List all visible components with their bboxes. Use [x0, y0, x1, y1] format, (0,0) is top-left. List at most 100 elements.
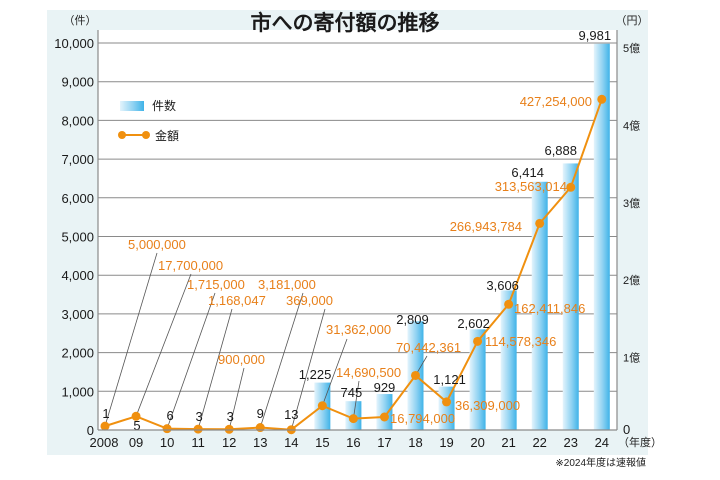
amount-value-label: 900,000 — [218, 352, 265, 367]
amount-value-label: 70,442,361 — [396, 340, 461, 355]
amount-value-label: 3,181,000 — [258, 277, 316, 292]
legend-bar-label: 件数 — [152, 98, 176, 113]
x-tick-label: 10 — [160, 435, 174, 450]
legend-line-dot — [118, 131, 126, 139]
amount-value-label: 14,690,500 — [336, 365, 401, 380]
line-series — [100, 94, 607, 435]
left-tick-label: 10,000 — [54, 36, 94, 51]
leader-line — [228, 367, 245, 430]
bar — [593, 43, 610, 431]
bar-value-label: 3 — [227, 409, 234, 424]
amount-point — [348, 414, 358, 424]
amount-point — [379, 412, 389, 422]
bar-value-label: 929 — [374, 380, 396, 395]
bar — [469, 329, 486, 430]
x-tick-label: 18 — [408, 435, 422, 450]
x-tick-label: 09 — [129, 435, 143, 450]
bar-value-label: 745 — [341, 385, 363, 400]
left-tick-label: 9,000 — [61, 75, 94, 90]
right-tick-label: 2億 — [623, 274, 640, 287]
amount-point — [317, 401, 327, 411]
amount-point — [100, 421, 110, 431]
bar-value-label: 1,225 — [299, 367, 332, 382]
amount-value-label: 31,362,000 — [326, 322, 391, 337]
amount-point — [224, 424, 234, 434]
leader-line — [104, 252, 158, 427]
leader-line — [290, 308, 326, 430]
legend-line-label: 金額 — [155, 128, 179, 143]
amount-value-label: 5,000,000 — [128, 237, 186, 252]
bar-series — [97, 43, 610, 431]
bar-value-label: 6,888 — [544, 143, 577, 158]
leader-line — [321, 338, 348, 406]
leader-line — [353, 380, 360, 419]
left-axis-unit: （件） — [64, 14, 97, 27]
bar-value-label: 1 — [102, 406, 109, 421]
bar-value-label: 2,602 — [457, 316, 490, 331]
bar-value-label: 6,414 — [511, 165, 544, 180]
left-tick-label: 7,000 — [61, 152, 94, 167]
plot-area — [98, 30, 617, 430]
amount-point — [473, 336, 483, 346]
amount-value-label: 1,715,000 — [187, 277, 245, 292]
amount-value-label: 36,309,000 — [455, 398, 520, 413]
x-tick-label: 22 — [532, 435, 546, 450]
right-tick-label: 1億 — [623, 352, 640, 365]
right-tick-label: 5億 — [623, 42, 640, 55]
amount-value-label: 369,000 — [286, 293, 333, 308]
left-tick-label: 3,000 — [61, 307, 94, 322]
bar-value-label: 13 — [284, 407, 298, 422]
bar-value-label: 1,121 — [433, 372, 466, 387]
x-tick-label: 14 — [284, 435, 298, 450]
x-tick-label: 20 — [470, 435, 484, 450]
x-axis-unit: （年度） — [618, 435, 662, 449]
legend-bar-swatch — [120, 101, 144, 111]
left-tick-label: 0 — [87, 423, 94, 438]
amount-point — [442, 397, 452, 407]
bar — [562, 163, 579, 431]
amount-point — [411, 370, 420, 380]
amount-point — [535, 218, 545, 228]
right-axis-unit: （円） — [616, 14, 649, 27]
amount-value-label: 427,254,000 — [520, 94, 592, 109]
x-tick-label: 2008 — [90, 435, 119, 450]
legend-line-dot — [142, 131, 150, 139]
amount-point — [566, 182, 576, 192]
amount-point — [504, 299, 514, 309]
amount-value-label: 16,794,000 — [390, 411, 455, 426]
bar — [531, 181, 548, 430]
bar-value-label: 3,606 — [486, 278, 519, 293]
amount-point — [131, 411, 141, 421]
leader-line — [135, 273, 192, 417]
left-tick-label: 6,000 — [61, 191, 94, 206]
x-tick-label: 15 — [315, 435, 329, 450]
amount-value-label: 114,578,346 — [485, 334, 556, 349]
bar-value-label: 9 — [257, 406, 264, 421]
amount-value-label: 17,700,000 — [158, 258, 223, 273]
footnote: ※2024年度は速報値 — [555, 456, 646, 469]
amount-value-label: 162,411,846 — [514, 301, 585, 316]
x-tick-label: 13 — [253, 435, 267, 450]
amount-point — [597, 94, 607, 104]
x-tick-label: 16 — [346, 435, 360, 450]
data-labels: 1 5 6 3 3 9 13 1,225 745 929 2,809 1,121 2,602 3,606 6… — [102, 28, 611, 433]
chart-title: 市への寄付額の推移 — [251, 11, 440, 35]
x-tick-label: 23 — [564, 435, 578, 450]
amount-point — [255, 423, 265, 433]
leader-line — [197, 308, 233, 430]
right-tick-label: 4億 — [623, 119, 640, 132]
leader-lines — [104, 252, 428, 430]
axes: 0 1,000 2,000 3,000 4,000 5,000 6,000 7,000 8,00… — [54, 30, 640, 450]
left-tick-label: 5,000 — [61, 230, 94, 245]
left-tick-label: 8,000 — [61, 113, 94, 128]
x-tick-label: 12 — [222, 435, 236, 450]
bar-value-label: 6 — [166, 408, 173, 423]
bar-value-label: 3 — [196, 409, 203, 424]
amount-value-label: 266,943,784 — [450, 219, 522, 234]
x-tick-label: 11 — [191, 435, 205, 450]
bar-value-label: 2,809 — [396, 312, 429, 327]
x-tick-label: 21 — [501, 435, 515, 450]
x-tick-label: 17 — [377, 435, 391, 450]
amount-point — [193, 424, 203, 434]
